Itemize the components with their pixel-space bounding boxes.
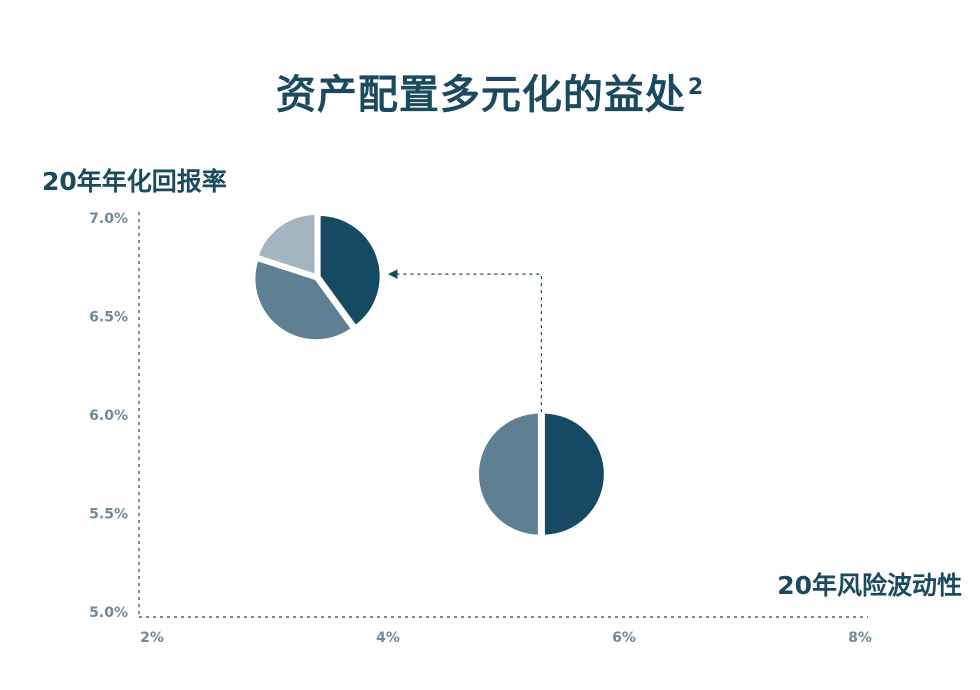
x-tick-label: 4% [376, 630, 400, 646]
pie-slice [317, 212, 383, 329]
chart-title-text: 资产配置多元化的益处 [275, 72, 686, 118]
connector-arrow [387, 269, 542, 413]
pie-slice [475, 410, 541, 538]
axes [138, 212, 868, 618]
x-tick-label: 8% [848, 630, 872, 646]
x-tick-label: 2% [140, 630, 164, 646]
pie-slice [252, 258, 354, 343]
y-tick-label: 7.0% [89, 211, 128, 227]
pie-slice [541, 410, 607, 538]
y-tick-label: 6.5% [89, 310, 128, 326]
y-tick-label: 6.0% [89, 408, 128, 424]
pie-marker [252, 211, 383, 343]
chart-title: 资产配置多元化的益处2 [0, 62, 980, 120]
pie-markers [252, 211, 607, 538]
y-tick-label: 5.0% [89, 605, 128, 621]
y-axis-label: 20年年化回报率 [42, 167, 227, 196]
pie-marker [475, 410, 607, 538]
arrow-path [387, 269, 542, 413]
x-tick-label: 6% [612, 630, 636, 646]
y-tick-label: 5.5% [89, 507, 128, 523]
x-axis-label: 20年风险波动性 [777, 571, 962, 600]
tick-labels: 7.0% 6.5% 6.0% 5.5% 5.0% 2% 4% 6% 8% [89, 211, 872, 646]
pie-slice [255, 211, 318, 277]
title-superscript: 2 [687, 74, 705, 100]
